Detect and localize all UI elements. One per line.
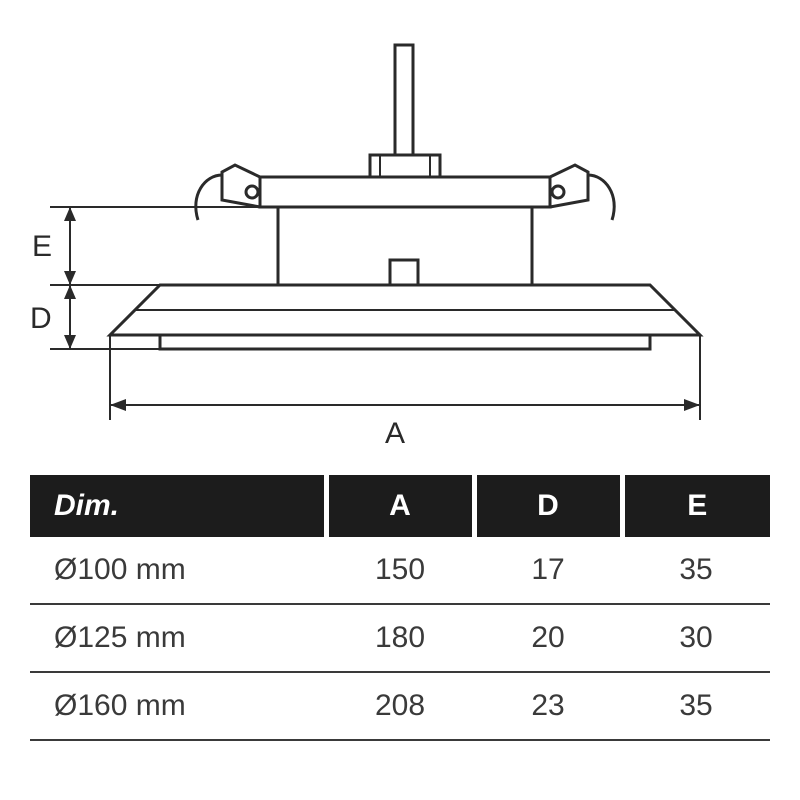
cell: 35 bbox=[622, 672, 770, 740]
cell: 35 bbox=[622, 537, 770, 604]
col-dim: Dim. bbox=[30, 475, 326, 537]
technical-drawing: E D A bbox=[0, 0, 800, 470]
cell: 23 bbox=[474, 672, 622, 740]
table-row: Ø160 mm 208 23 35 bbox=[30, 672, 770, 740]
table-row: Ø100 mm 150 17 35 bbox=[30, 537, 770, 604]
cell: 30 bbox=[622, 604, 770, 672]
col-e: E bbox=[622, 475, 770, 537]
cell: Ø100 mm bbox=[30, 537, 326, 604]
cell: Ø160 mm bbox=[30, 672, 326, 740]
dim-label-a: A bbox=[385, 417, 405, 450]
cell: 150 bbox=[326, 537, 474, 604]
col-a: A bbox=[326, 475, 474, 537]
dim-label-d: D bbox=[30, 302, 52, 335]
cell: 17 bbox=[474, 537, 622, 604]
table-header-row: Dim. A D E bbox=[30, 475, 770, 537]
cell: 20 bbox=[474, 604, 622, 672]
dim-label-e: E bbox=[32, 230, 52, 263]
cell: Ø125 mm bbox=[30, 604, 326, 672]
col-d: D bbox=[474, 475, 622, 537]
table-row: Ø125 mm 180 20 30 bbox=[30, 604, 770, 672]
cell: 180 bbox=[326, 604, 474, 672]
cell: 208 bbox=[326, 672, 474, 740]
dimensions-table: Dim. A D E Ø100 mm 150 17 35 Ø125 mm 180… bbox=[30, 475, 770, 741]
